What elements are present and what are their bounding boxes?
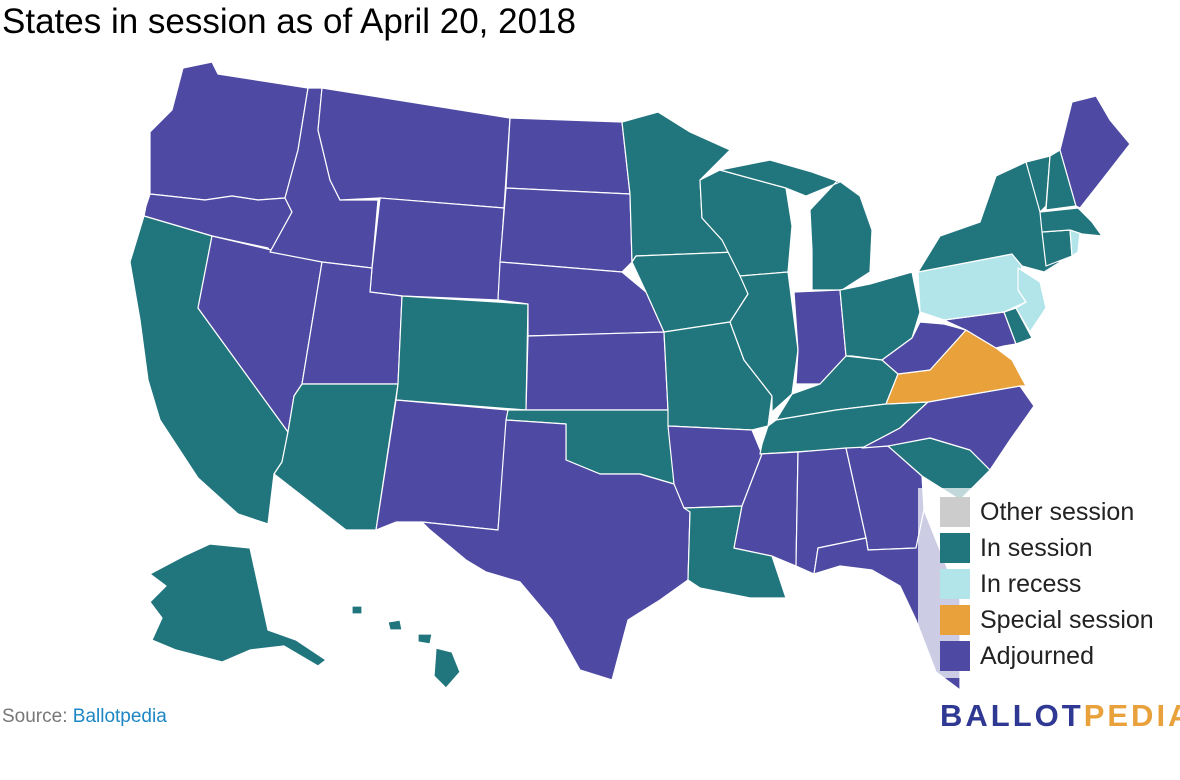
legend-swatch-in-recess xyxy=(940,569,970,599)
legend-label-adjourned: Adjourned xyxy=(980,641,1094,670)
legend-swatch-adjourned xyxy=(940,641,970,671)
state-me[interactable] xyxy=(1059,95,1131,209)
state-ks[interactable] xyxy=(525,331,669,411)
state-hi-kauai[interactable] xyxy=(351,605,363,615)
state-nc[interactable] xyxy=(861,385,1035,471)
state-nj[interactable] xyxy=(1015,267,1047,333)
legend-swatch-in-session xyxy=(940,533,970,563)
ballotpedia-logo: BALLOTPEDIA xyxy=(940,698,1180,734)
state-ak[interactable] xyxy=(149,543,327,667)
legend-item-special-session: Special session xyxy=(940,604,1154,636)
state-tx[interactable] xyxy=(421,419,691,681)
state-wa[interactable] xyxy=(149,61,309,201)
state-nd[interactable] xyxy=(505,117,631,195)
state-mi[interactable] xyxy=(719,159,873,291)
state-co[interactable] xyxy=(395,295,529,411)
source-link[interactable]: Ballotpedia xyxy=(72,706,167,727)
state-il[interactable] xyxy=(729,271,799,413)
state-ma[interactable] xyxy=(1039,207,1103,237)
legend-label-special-session: Special session xyxy=(980,605,1154,634)
legend-swatch-special-session xyxy=(940,605,970,635)
legend-item-other: Other session xyxy=(940,496,1134,528)
state-sd[interactable] xyxy=(499,187,633,273)
logo-ballot: BALLOT xyxy=(940,698,1084,733)
state-ri[interactable] xyxy=(1069,229,1081,257)
state-hi-oahu[interactable] xyxy=(387,619,403,631)
state-nm[interactable] xyxy=(375,399,509,531)
state-wv[interactable] xyxy=(881,321,967,375)
state-mt[interactable] xyxy=(317,87,511,209)
legend: Other session In session In recess Speci… xyxy=(918,488,1180,678)
state-hi-maui[interactable] xyxy=(417,633,433,645)
state-hi-big-island[interactable] xyxy=(433,647,461,689)
legend-item-in-session: In session xyxy=(940,532,1093,564)
map-title: States in session as of April 20, 2018 xyxy=(2,2,576,41)
legend-label-in-recess: In recess xyxy=(980,569,1082,598)
source-line: Source: Ballotpedia xyxy=(2,706,167,728)
legend-label-in-session: In session xyxy=(980,533,1093,562)
state-hi[interactable] xyxy=(351,605,461,689)
logo-pedia: PEDIA xyxy=(1083,698,1180,733)
legend-item-in-recess: In recess xyxy=(940,568,1081,600)
state-ct[interactable] xyxy=(1041,229,1073,267)
legend-item-adjourned: Adjourned xyxy=(940,640,1094,672)
legend-swatch-other xyxy=(940,497,970,527)
state-de[interactable] xyxy=(1003,307,1033,345)
source-prefix: Source: xyxy=(2,706,73,727)
state-wy[interactable] xyxy=(369,197,505,301)
legend-label-other: Other session xyxy=(980,497,1135,526)
